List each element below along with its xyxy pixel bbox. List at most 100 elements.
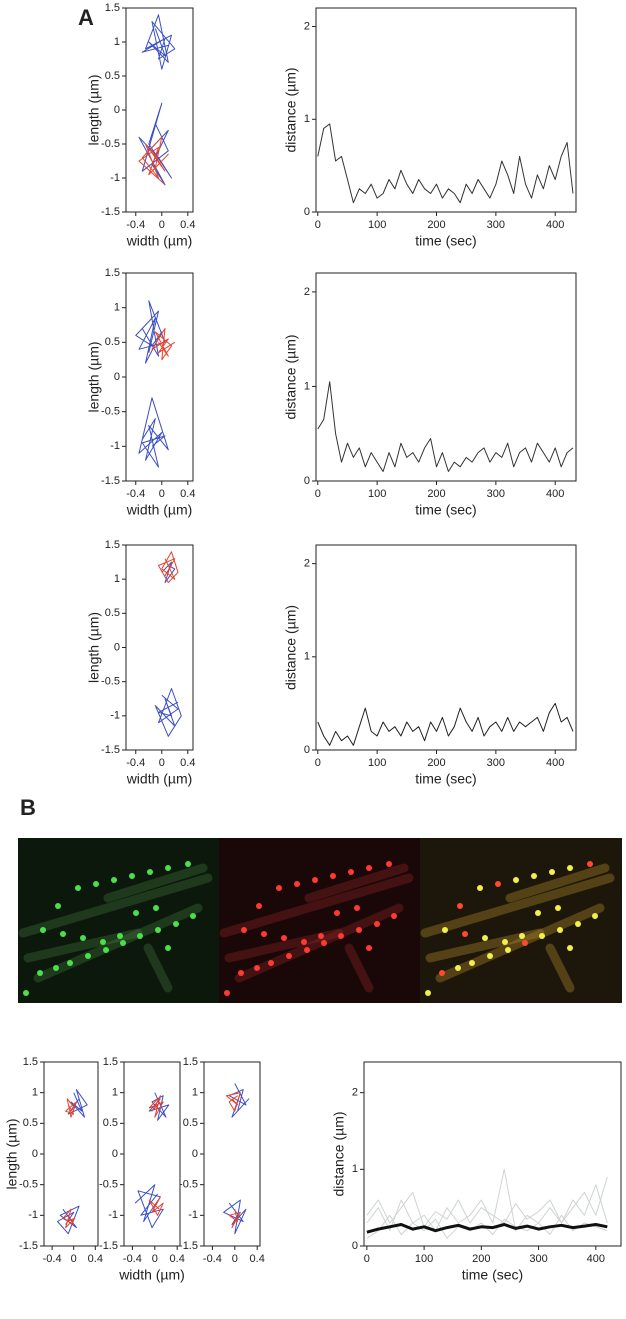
y-tick-label: 0: [304, 475, 310, 487]
data-line: [67, 1089, 88, 1118]
spot: [318, 933, 324, 939]
y-tick-label: -1.5: [19, 1240, 38, 1252]
y-tick-label: -1: [108, 1209, 118, 1221]
y-tick-label: 1.5: [105, 539, 120, 551]
x-tick-label: 400: [546, 219, 564, 231]
filament: [103, 863, 208, 903]
spot: [147, 869, 153, 875]
spot: [334, 910, 340, 916]
x-axis-label: width (µm): [126, 233, 193, 249]
spot: [469, 960, 475, 966]
spot: [165, 945, 171, 951]
x-tick-label: 400: [546, 488, 564, 500]
x-axis-label: time (sec): [462, 1267, 523, 1283]
y-tick-label: -0.5: [19, 1179, 38, 1191]
x-tick-label: 0: [232, 1253, 238, 1265]
y-tick-label: -0.5: [101, 138, 120, 150]
spot: [502, 939, 508, 945]
spot: [133, 910, 139, 916]
x-tick-label: 0.4: [180, 757, 195, 769]
spot: [425, 990, 431, 996]
y-tick-label: -0.5: [101, 676, 120, 688]
x-tick-label: 100: [368, 488, 386, 500]
data-line: [366, 1176, 608, 1228]
y-tick-label: -1.5: [179, 1240, 198, 1252]
y-tick-label: -1: [110, 710, 120, 722]
y-axis-label: distance (µm): [283, 334, 299, 419]
x-tick-label: 300: [487, 757, 505, 769]
spot: [129, 873, 135, 879]
y-tick-label: 0: [114, 641, 120, 653]
spot: [338, 933, 344, 939]
plot-frame: [125, 272, 194, 482]
spot: [592, 913, 598, 919]
spot: [587, 861, 593, 867]
y-tick-label: -1: [110, 172, 120, 184]
data-line: [65, 1098, 77, 1118]
spot: [505, 947, 511, 953]
y-axis-label: length (µm): [4, 1118, 20, 1189]
y-tick-label: 0.5: [183, 1117, 198, 1129]
x-tick-label: 0: [71, 1253, 77, 1265]
x-tick-label: 0: [315, 757, 321, 769]
data-line: [138, 136, 169, 186]
x-tick-label: 300: [487, 219, 505, 231]
y-tick-label: 0: [304, 206, 310, 218]
micrograph: [18, 838, 622, 1003]
spot: [67, 960, 73, 966]
x-tick-label: 200: [427, 488, 445, 500]
spot: [268, 960, 274, 966]
spot: [354, 905, 360, 911]
spot: [482, 935, 488, 941]
spot: [60, 931, 66, 937]
data-line: [62, 1208, 76, 1229]
spot: [165, 865, 171, 871]
x-tick-label: -0.4: [123, 1253, 142, 1265]
x-tick-label: 400: [587, 1253, 605, 1265]
y-tick-label: -0.5: [179, 1179, 198, 1191]
spot: [330, 873, 336, 879]
spot: [513, 877, 519, 883]
filament: [420, 873, 615, 938]
y-tick-label: 1.5: [105, 267, 120, 279]
y-tick-label: -1.5: [101, 475, 120, 487]
spot: [348, 869, 354, 875]
x-axis-label: width (µm): [118, 1267, 185, 1283]
data-line: [317, 381, 574, 472]
spot: [276, 885, 282, 891]
x-tick-label: -0.4: [126, 757, 145, 769]
y-tick-label: 1: [304, 380, 310, 392]
y-tick-label: 0: [114, 104, 120, 116]
y-tick-label: 0.5: [103, 1117, 118, 1129]
spot: [522, 940, 528, 946]
plot-frame: [43, 1061, 99, 1247]
y-tick-label: 0.5: [105, 607, 120, 619]
x-axis-label: time (sec): [415, 233, 476, 249]
y-tick-label: 2: [304, 558, 310, 570]
spot: [386, 861, 392, 867]
y-tick-label: 1: [114, 302, 120, 314]
data-line: [366, 1223, 608, 1234]
spot: [477, 885, 483, 891]
x-tick-label: -0.4: [126, 219, 145, 231]
y-tick-label: 0: [304, 744, 310, 756]
x-tick-label: -0.4: [43, 1253, 62, 1265]
spot: [374, 921, 380, 927]
y-tick-label: 2: [352, 1087, 358, 1099]
filament: [219, 873, 414, 938]
y-tick-label: 0.5: [23, 1117, 38, 1129]
plot-frame: [315, 544, 577, 751]
data-line: [366, 1168, 608, 1232]
y-tick-label: 1.5: [23, 1056, 38, 1068]
y-tick-label: 1: [114, 573, 120, 585]
spot: [224, 990, 230, 996]
plot-frame: [315, 7, 577, 213]
plot-frame: [123, 1061, 181, 1247]
spot: [391, 913, 397, 919]
spot: [190, 913, 196, 919]
spot: [286, 953, 292, 959]
spot: [173, 921, 179, 927]
x-tick-label: -0.4: [203, 1253, 222, 1265]
x-tick-label: 300: [487, 488, 505, 500]
